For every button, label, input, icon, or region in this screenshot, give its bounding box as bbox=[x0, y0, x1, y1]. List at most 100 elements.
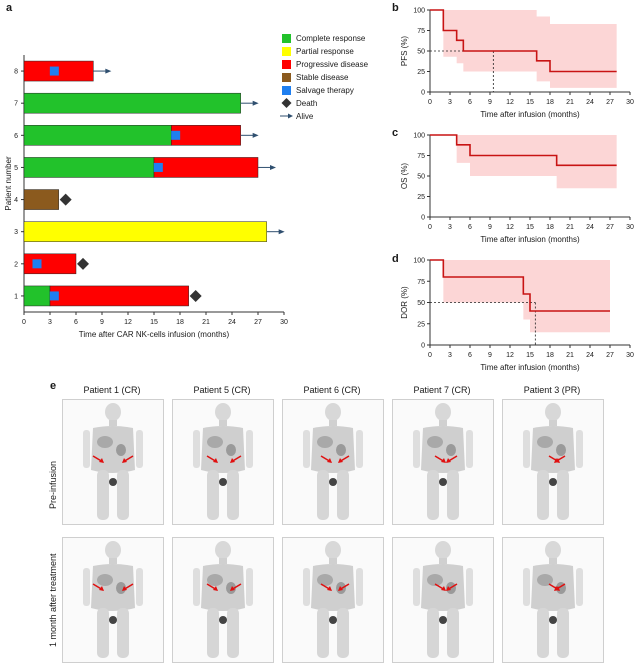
x-tick-label: 12 bbox=[124, 319, 132, 326]
x-tick-label: 27 bbox=[606, 352, 614, 359]
pet-scan-image bbox=[62, 399, 164, 525]
x-axis-title: Time after infusion (months) bbox=[480, 363, 580, 372]
y-tick-label: 25 bbox=[417, 321, 425, 328]
x-tick-label: 30 bbox=[626, 99, 634, 106]
y-tick-label: 7 bbox=[14, 101, 18, 108]
legend-swatch bbox=[282, 47, 291, 56]
y-tick-label: 3 bbox=[14, 229, 18, 236]
pet-image-grid: Patient 1 (CR) Patient 5 (CR) Patient 6 (C… bbox=[48, 385, 640, 663]
bar-segment-patient-2 bbox=[23, 253, 77, 275]
x-tick-label: 3 bbox=[48, 319, 52, 326]
x-tick-label: 9 bbox=[488, 224, 492, 231]
x-axis-title: Time after CAR NK-cells infusion (months… bbox=[79, 330, 230, 339]
y-axis-title: Patient number bbox=[4, 156, 13, 211]
x-tick-label: 18 bbox=[176, 319, 184, 326]
x-tick-label: 6 bbox=[468, 224, 472, 231]
y-tick-label: 2 bbox=[14, 261, 18, 268]
salvage-marker bbox=[32, 259, 42, 269]
survival-curve bbox=[430, 9, 617, 73]
pet-scan-image bbox=[502, 537, 604, 663]
pet-scan-image bbox=[62, 537, 164, 663]
x-tick-label: 24 bbox=[586, 224, 594, 231]
legend-swatch bbox=[282, 73, 291, 82]
x-tick-label: 18 bbox=[546, 352, 554, 359]
y-tick-label: 25 bbox=[417, 194, 425, 201]
pet-scan-image bbox=[282, 537, 384, 663]
x-tick-label: 21 bbox=[566, 99, 574, 106]
legend-label: Progressive disease bbox=[296, 60, 369, 69]
y-tick-label: 100 bbox=[413, 258, 425, 265]
survival-curve bbox=[430, 134, 617, 167]
death-marker bbox=[59, 193, 72, 206]
legend-swatch bbox=[282, 60, 291, 69]
y-tick-label: 0 bbox=[421, 90, 425, 97]
y-tick-label: 50 bbox=[417, 49, 425, 56]
pet-row-label: Pre-infusion bbox=[48, 460, 58, 509]
x-tick-label: 3 bbox=[448, 352, 452, 359]
x-tick-label: 15 bbox=[526, 352, 534, 359]
panel-letter-c: c bbox=[392, 127, 399, 139]
x-tick-label: 21 bbox=[566, 224, 574, 231]
bar-segment-patient-6 bbox=[23, 125, 172, 146]
y-tick-label: 8 bbox=[14, 69, 18, 76]
y-tick-label: 100 bbox=[413, 133, 425, 140]
legend-label: Salvage therapy bbox=[296, 86, 354, 95]
confidence-band bbox=[430, 10, 617, 88]
x-tick-label: 9 bbox=[488, 352, 492, 359]
bar-segment-patient-6 bbox=[171, 125, 241, 146]
x-tick-label: 0 bbox=[22, 319, 26, 326]
legend-label: Stable disease bbox=[296, 73, 349, 82]
x-tick-label: 12 bbox=[506, 352, 514, 359]
pet-column-header: Patient 5 (CR) bbox=[193, 385, 251, 395]
legend-label: Alive bbox=[296, 112, 314, 121]
x-tick-label: 24 bbox=[586, 352, 594, 359]
x-tick-label: 12 bbox=[506, 224, 514, 231]
y-axis-title: OS (%) bbox=[400, 163, 409, 190]
y-tick-label: 4 bbox=[14, 197, 18, 204]
salvage-marker bbox=[153, 162, 163, 172]
x-tick-label: 27 bbox=[254, 319, 262, 326]
x-tick-label: 15 bbox=[526, 99, 534, 106]
y-axis-title: DOR (%) bbox=[400, 286, 409, 319]
bar-segment-patient-5 bbox=[23, 157, 155, 178]
x-tick-label: 0 bbox=[428, 224, 432, 231]
x-tick-label: 0 bbox=[428, 99, 432, 106]
alive-arrow-head bbox=[278, 229, 285, 235]
y-tick-label: 75 bbox=[417, 279, 425, 286]
pet-column-header: Patient 7 (CR) bbox=[413, 385, 471, 395]
y-tick-label: 5 bbox=[14, 165, 18, 172]
y-tick-label: 50 bbox=[417, 174, 425, 181]
bar-segment-patient-1 bbox=[23, 285, 51, 307]
pet-scan-image bbox=[502, 399, 604, 525]
bar-segment-patient-3 bbox=[23, 221, 267, 242]
confidence-band bbox=[430, 260, 610, 333]
y-tick-label: 25 bbox=[417, 69, 425, 76]
x-tick-label: 6 bbox=[468, 352, 472, 359]
os-km-chart: 0 3 6 9 12 15 18 21 24 27 30 0 25 50 75 100 Time after i… bbox=[400, 133, 634, 245]
x-tick-label: 15 bbox=[526, 224, 534, 231]
pet-column-header: Patient 3 (PR) bbox=[523, 385, 581, 395]
salvage-marker bbox=[171, 130, 181, 140]
panel-letter-e: e bbox=[50, 380, 57, 392]
pet-row-label: 1 month after treatment bbox=[48, 553, 58, 647]
bar-segment-patient-4 bbox=[23, 189, 59, 210]
salvage-marker bbox=[49, 66, 59, 76]
x-tick-label: 27 bbox=[606, 99, 614, 106]
x-tick-label: 18 bbox=[546, 224, 554, 231]
pet-scan-image bbox=[172, 399, 274, 525]
x-tick-label: 3 bbox=[448, 99, 452, 106]
y-tick-label: 75 bbox=[417, 28, 425, 35]
x-tick-label: 24 bbox=[228, 319, 236, 326]
x-axis-title: Time after infusion (months) bbox=[480, 110, 580, 119]
survival-curve bbox=[430, 259, 610, 312]
x-tick-label: 6 bbox=[468, 99, 472, 106]
x-tick-label: 15 bbox=[150, 319, 158, 326]
legend-label: Death bbox=[296, 99, 317, 108]
x-tick-label: 24 bbox=[586, 99, 594, 106]
legend-swatch bbox=[281, 98, 292, 108]
y-tick-label: 0 bbox=[421, 215, 425, 222]
x-tick-label: 30 bbox=[280, 319, 288, 326]
x-tick-label: 30 bbox=[626, 224, 634, 231]
y-tick-label: 6 bbox=[14, 133, 18, 140]
